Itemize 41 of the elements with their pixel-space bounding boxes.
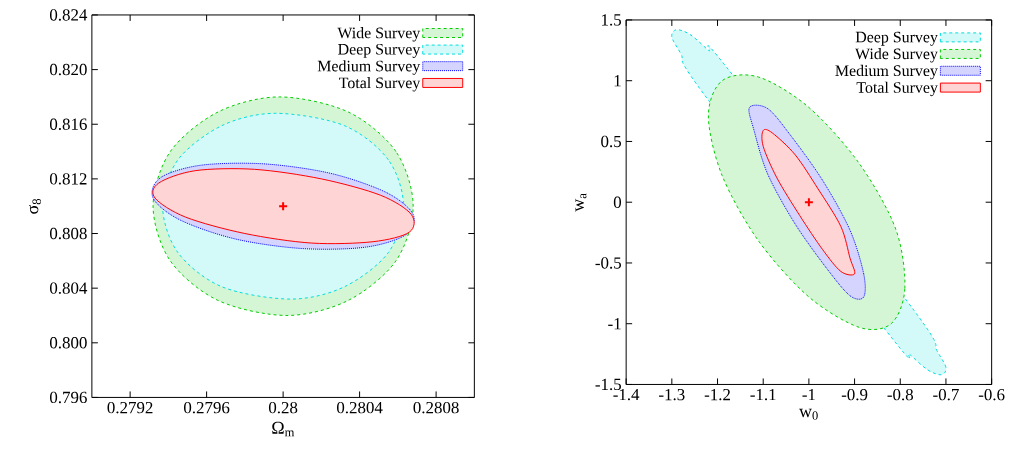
x-tick-label: 0.2796 bbox=[184, 401, 230, 414]
y-tick-label: -1 bbox=[608, 317, 621, 330]
y-tick-label: 0.812 bbox=[49, 172, 87, 185]
y-tick-label: 0.808 bbox=[49, 227, 87, 240]
y-tick-label: 0.804 bbox=[49, 282, 88, 294]
y-tick-label: 1 bbox=[614, 74, 621, 87]
legend-label: Wide Survey bbox=[855, 47, 938, 63]
y-axis-title: w$_{a}$ bbox=[575, 193, 587, 212]
y-tick-label: -0.5 bbox=[595, 257, 622, 269]
y-tick-label: 0.796 bbox=[49, 391, 87, 403]
x-tick-label: -0.7 bbox=[933, 388, 959, 401]
legend-label: Medium Survey bbox=[835, 64, 938, 80]
legend-label: Deep Survey bbox=[855, 31, 938, 46]
y-axis-title: σ$_{8}$ bbox=[29, 198, 41, 214]
legend-label: Medium Survey bbox=[317, 60, 421, 75]
x-axis-title: w$_{0}$ bbox=[799, 408, 818, 420]
y-tick-label: 0.820 bbox=[49, 63, 87, 76]
legend-label: Total Survey bbox=[339, 76, 421, 92]
y-tick-label: 0.800 bbox=[49, 336, 87, 349]
x-tick-label: -0.8 bbox=[887, 388, 914, 401]
y-tick-label: 1.5 bbox=[602, 14, 622, 26]
x-tick-label: 0.28 bbox=[268, 401, 298, 414]
y-tick-label: 0.5 bbox=[601, 135, 622, 148]
y-tick-label: 0 bbox=[613, 196, 622, 208]
x-tick-label: -1.1 bbox=[750, 388, 776, 401]
x-tick-label: 0.2804 bbox=[336, 401, 383, 414]
legend-label: Deep Survey bbox=[338, 43, 421, 58]
x-tick-label: -0.9 bbox=[841, 388, 868, 401]
x-tick-label: 0.2792 bbox=[107, 401, 153, 414]
x-tick-label: -1.3 bbox=[659, 388, 685, 401]
x-tick-label: -1.2 bbox=[704, 388, 730, 401]
x-tick-label: -1 bbox=[802, 388, 815, 400]
legend-label: Wide Survey bbox=[337, 26, 421, 42]
x-axis-title: Ω$_{m}$ bbox=[272, 421, 295, 437]
legend-label: Total Survey bbox=[856, 81, 938, 96]
x-tick-label: 0.2808 bbox=[413, 401, 459, 414]
y-tick-label: 0.824 bbox=[49, 9, 88, 21]
y-tick-label: 0.816 bbox=[49, 118, 87, 130]
x-tick-label: -1.4 bbox=[613, 388, 640, 401]
y-tick-label: -1.5 bbox=[595, 378, 622, 390]
x-tick-label: -0.6 bbox=[978, 388, 1005, 401]
